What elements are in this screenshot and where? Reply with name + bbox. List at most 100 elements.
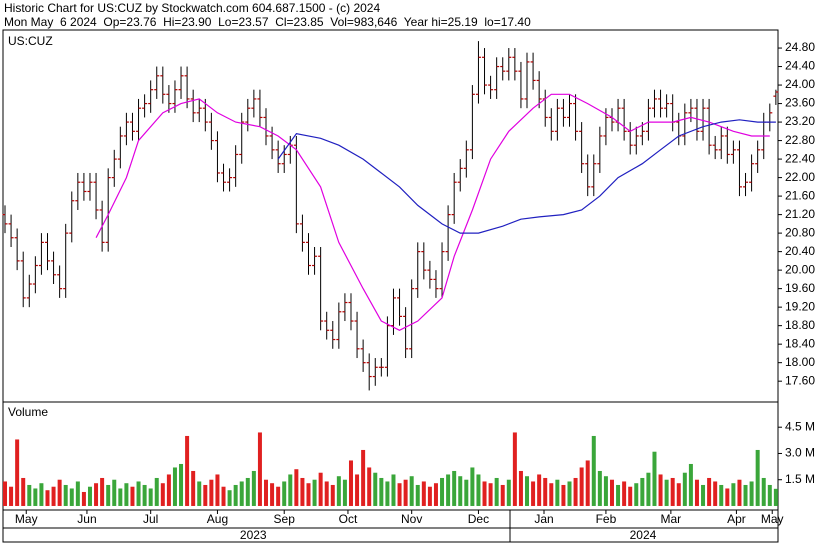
volume-bar — [397, 483, 402, 506]
volume-bar — [203, 484, 208, 506]
volume-bar — [701, 484, 706, 506]
x-tick-label: Nov — [401, 512, 422, 526]
volume-bar — [94, 483, 99, 506]
moving-average — [95, 93, 770, 331]
volume-bar — [664, 479, 669, 506]
volume-bar — [300, 477, 305, 506]
x-tick-label: Apr — [727, 512, 746, 526]
volume-bar — [324, 481, 329, 506]
volume-bar — [573, 477, 578, 506]
volume-bar — [719, 484, 724, 506]
volume-bar — [409, 476, 414, 506]
x-tick-label: May — [15, 512, 38, 526]
volume-bar — [3, 481, 8, 506]
moving-average — [277, 119, 776, 234]
volume-bar — [421, 481, 426, 506]
y-tick-label: 21.20 — [785, 207, 815, 221]
volume-bar — [452, 470, 457, 506]
volume-bar — [367, 467, 372, 506]
volume-bar — [506, 479, 511, 506]
volume-bar — [9, 486, 14, 506]
y-tick-label: 18.40 — [785, 336, 815, 350]
y-tick-label: 4.5 M — [785, 419, 815, 433]
volume-bar — [215, 474, 220, 506]
volume-bar — [270, 483, 275, 506]
x-tick-label: Sep — [274, 512, 296, 526]
volume-bar — [373, 472, 378, 506]
volume-bar — [45, 490, 50, 506]
volume-bar — [694, 479, 699, 506]
volume-bar — [251, 470, 256, 506]
volume-bar — [276, 486, 281, 506]
volume-bar — [209, 479, 214, 506]
volume-bar — [446, 474, 451, 506]
volume-bar — [69, 488, 74, 506]
volume-bar — [561, 484, 566, 506]
y-tick-label: 23.20 — [785, 114, 815, 128]
panel-label: Volume — [8, 405, 48, 419]
volume-bar — [81, 491, 86, 506]
volume-bar — [75, 481, 80, 506]
y-tick-label: 18.80 — [785, 318, 815, 332]
volume-bar — [318, 472, 323, 506]
volume-bar — [634, 483, 639, 506]
volume-bar — [403, 479, 408, 506]
volume-bar — [537, 474, 542, 506]
volume-bar — [112, 479, 117, 506]
volume-bar — [512, 432, 517, 506]
y-tick-label: 24.40 — [785, 59, 815, 73]
volume-bar — [385, 481, 390, 506]
volume-bar — [21, 477, 26, 506]
volume-bar — [154, 477, 159, 506]
volume-bar — [415, 484, 420, 506]
volume-bar — [355, 474, 360, 506]
volume-bar — [63, 484, 68, 506]
x-tick-label: Oct — [339, 512, 358, 526]
y-tick-label: 22.80 — [785, 133, 815, 147]
x-tick-label: Feb — [596, 512, 617, 526]
x-tick-label: Aug — [207, 512, 228, 526]
volume-bar — [166, 474, 171, 506]
volume-bar — [682, 472, 687, 506]
volume-bar — [57, 479, 62, 506]
y-tick-label: 3.0 M — [785, 446, 815, 460]
volume-bar — [130, 486, 135, 506]
year-label: 2023 — [240, 528, 267, 542]
date-frame — [2, 509, 779, 543]
volume-bar — [51, 486, 56, 506]
volume-bar — [531, 481, 536, 506]
y-tick-label: 20.80 — [785, 225, 815, 239]
volume-bar — [136, 481, 141, 506]
volume-bar — [488, 483, 493, 506]
volume-bar — [579, 467, 584, 506]
y-tick-label: 17.60 — [785, 373, 815, 387]
volume-bar — [628, 486, 633, 506]
volume-bar — [257, 432, 262, 506]
volume-bar — [476, 474, 481, 506]
volume-bar — [555, 479, 560, 506]
volume-bar — [391, 474, 396, 506]
volume-bar — [142, 484, 147, 506]
y-tick-label: 22.00 — [785, 170, 815, 184]
volume-bar — [755, 449, 760, 506]
y-tick-label: 23.60 — [785, 96, 815, 110]
volume-bar — [591, 435, 596, 506]
volume-bar — [543, 477, 548, 506]
volume-bar — [294, 469, 299, 506]
volume-bar — [106, 484, 111, 506]
volume-bar — [458, 476, 463, 506]
volume-bar — [264, 479, 269, 506]
volume-bar — [658, 474, 663, 506]
volume-bar — [330, 484, 335, 506]
volume-bar — [500, 484, 505, 506]
y-tick-label: 19.60 — [785, 281, 815, 295]
y-tick-label: 19.20 — [785, 299, 815, 313]
volume-bar — [245, 477, 250, 506]
chart-title: Historic Chart for US:CUZ by Stockwatch.… — [4, 1, 380, 15]
volume-bar — [379, 477, 384, 506]
volume-bar — [118, 488, 123, 506]
volume-bar — [670, 477, 675, 506]
volume-bar — [233, 484, 238, 506]
volume-bar — [433, 483, 438, 506]
volume-bar — [767, 484, 772, 506]
